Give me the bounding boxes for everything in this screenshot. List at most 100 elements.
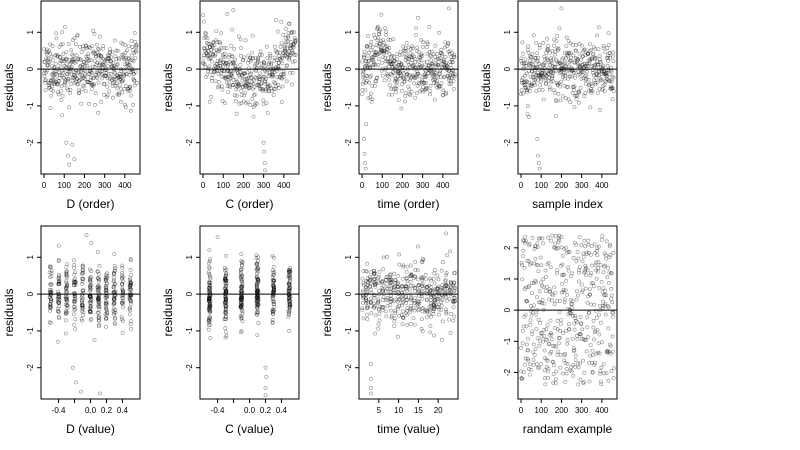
- data-point: [436, 57, 441, 62]
- data-point: [553, 49, 558, 54]
- data-point: [540, 70, 544, 75]
- data-point: [276, 82, 280, 87]
- data-point: [365, 74, 370, 78]
- data-point: [120, 305, 125, 310]
- data-point: [224, 74, 229, 79]
- data-point: [560, 66, 565, 71]
- data-point: [273, 48, 278, 53]
- data-point: [409, 89, 414, 94]
- data-point: [565, 52, 570, 57]
- data-point: [443, 40, 448, 45]
- data-point: [80, 306, 85, 311]
- data-point: [52, 76, 57, 80]
- data-point: [390, 92, 395, 97]
- data-point: [399, 88, 404, 93]
- data-point: [65, 303, 70, 308]
- data-point: [431, 81, 436, 86]
- data-point: [550, 48, 555, 53]
- data-point: [207, 265, 212, 270]
- data-point: [124, 64, 129, 69]
- data-point: [587, 49, 592, 54]
- data-point: [287, 57, 292, 62]
- data-point: [72, 70, 77, 74]
- data-point: [104, 307, 109, 312]
- data-point: [449, 57, 454, 62]
- data-point: [287, 282, 291, 287]
- data-point: [585, 52, 590, 57]
- data-point: [45, 47, 49, 52]
- data-point: [286, 299, 291, 303]
- data-point: [85, 59, 90, 63]
- data-point: [254, 276, 259, 281]
- data-point: [255, 294, 260, 299]
- data-point: [605, 56, 609, 61]
- data-point: [377, 318, 382, 323]
- data-point: [103, 58, 108, 63]
- data-point: [57, 301, 62, 306]
- data-point: [586, 52, 591, 56]
- data-point: [75, 33, 80, 38]
- data-point: [285, 39, 290, 44]
- data-point: [597, 312, 601, 317]
- data-point: [521, 254, 526, 258]
- data-point: [112, 264, 117, 269]
- data-point: [271, 287, 276, 292]
- data-point: [604, 74, 609, 79]
- data-point: [49, 274, 54, 279]
- data-point: [365, 306, 369, 311]
- data-point: [72, 305, 77, 309]
- data-point: [572, 60, 577, 65]
- data-point: [80, 268, 85, 273]
- data-point: [68, 87, 73, 92]
- data-point: [239, 298, 244, 303]
- data-point: [87, 277, 92, 282]
- data-point: [573, 75, 577, 80]
- data-point: [66, 76, 71, 81]
- data-point: [254, 262, 259, 267]
- data-point: [560, 57, 565, 62]
- data-point: [82, 74, 87, 79]
- data-point: [240, 300, 245, 305]
- data-point: [96, 295, 101, 300]
- data-point: [270, 254, 275, 258]
- data-point: [287, 304, 292, 309]
- data-point: [277, 54, 282, 58]
- data-point: [228, 76, 233, 81]
- data-point: [596, 90, 600, 95]
- data-point: [572, 60, 577, 65]
- data-point: [62, 63, 67, 68]
- data-point: [255, 295, 260, 300]
- data-point: [381, 55, 386, 60]
- data-point: [79, 57, 83, 62]
- data-point: [98, 61, 102, 66]
- data-point: [408, 279, 413, 284]
- data-point: [237, 101, 242, 106]
- data-point: [72, 294, 77, 299]
- data-point: [368, 304, 373, 309]
- data-point: [361, 316, 366, 321]
- data-point: [108, 47, 113, 52]
- data-point: [118, 86, 123, 91]
- data-point: [589, 56, 594, 61]
- data-point: [424, 86, 429, 91]
- data-point: [582, 380, 586, 385]
- data-point: [226, 55, 231, 60]
- data-point: [49, 288, 54, 292]
- data-point: [97, 305, 102, 309]
- x-tick-label: 0.2: [260, 406, 272, 415]
- data-point: [255, 83, 260, 88]
- data-point: [240, 84, 245, 89]
- data-point: [64, 297, 69, 301]
- data-point: [584, 64, 589, 68]
- data-point: [394, 83, 399, 88]
- data-point: [254, 289, 259, 294]
- data-point: [251, 114, 256, 119]
- data-point: [446, 49, 451, 54]
- data-point: [255, 289, 260, 293]
- data-point: [554, 99, 559, 104]
- data-point: [450, 72, 455, 77]
- data-point: [565, 341, 570, 346]
- data-point: [248, 55, 253, 60]
- data-point: [105, 310, 109, 315]
- data-point: [118, 74, 122, 79]
